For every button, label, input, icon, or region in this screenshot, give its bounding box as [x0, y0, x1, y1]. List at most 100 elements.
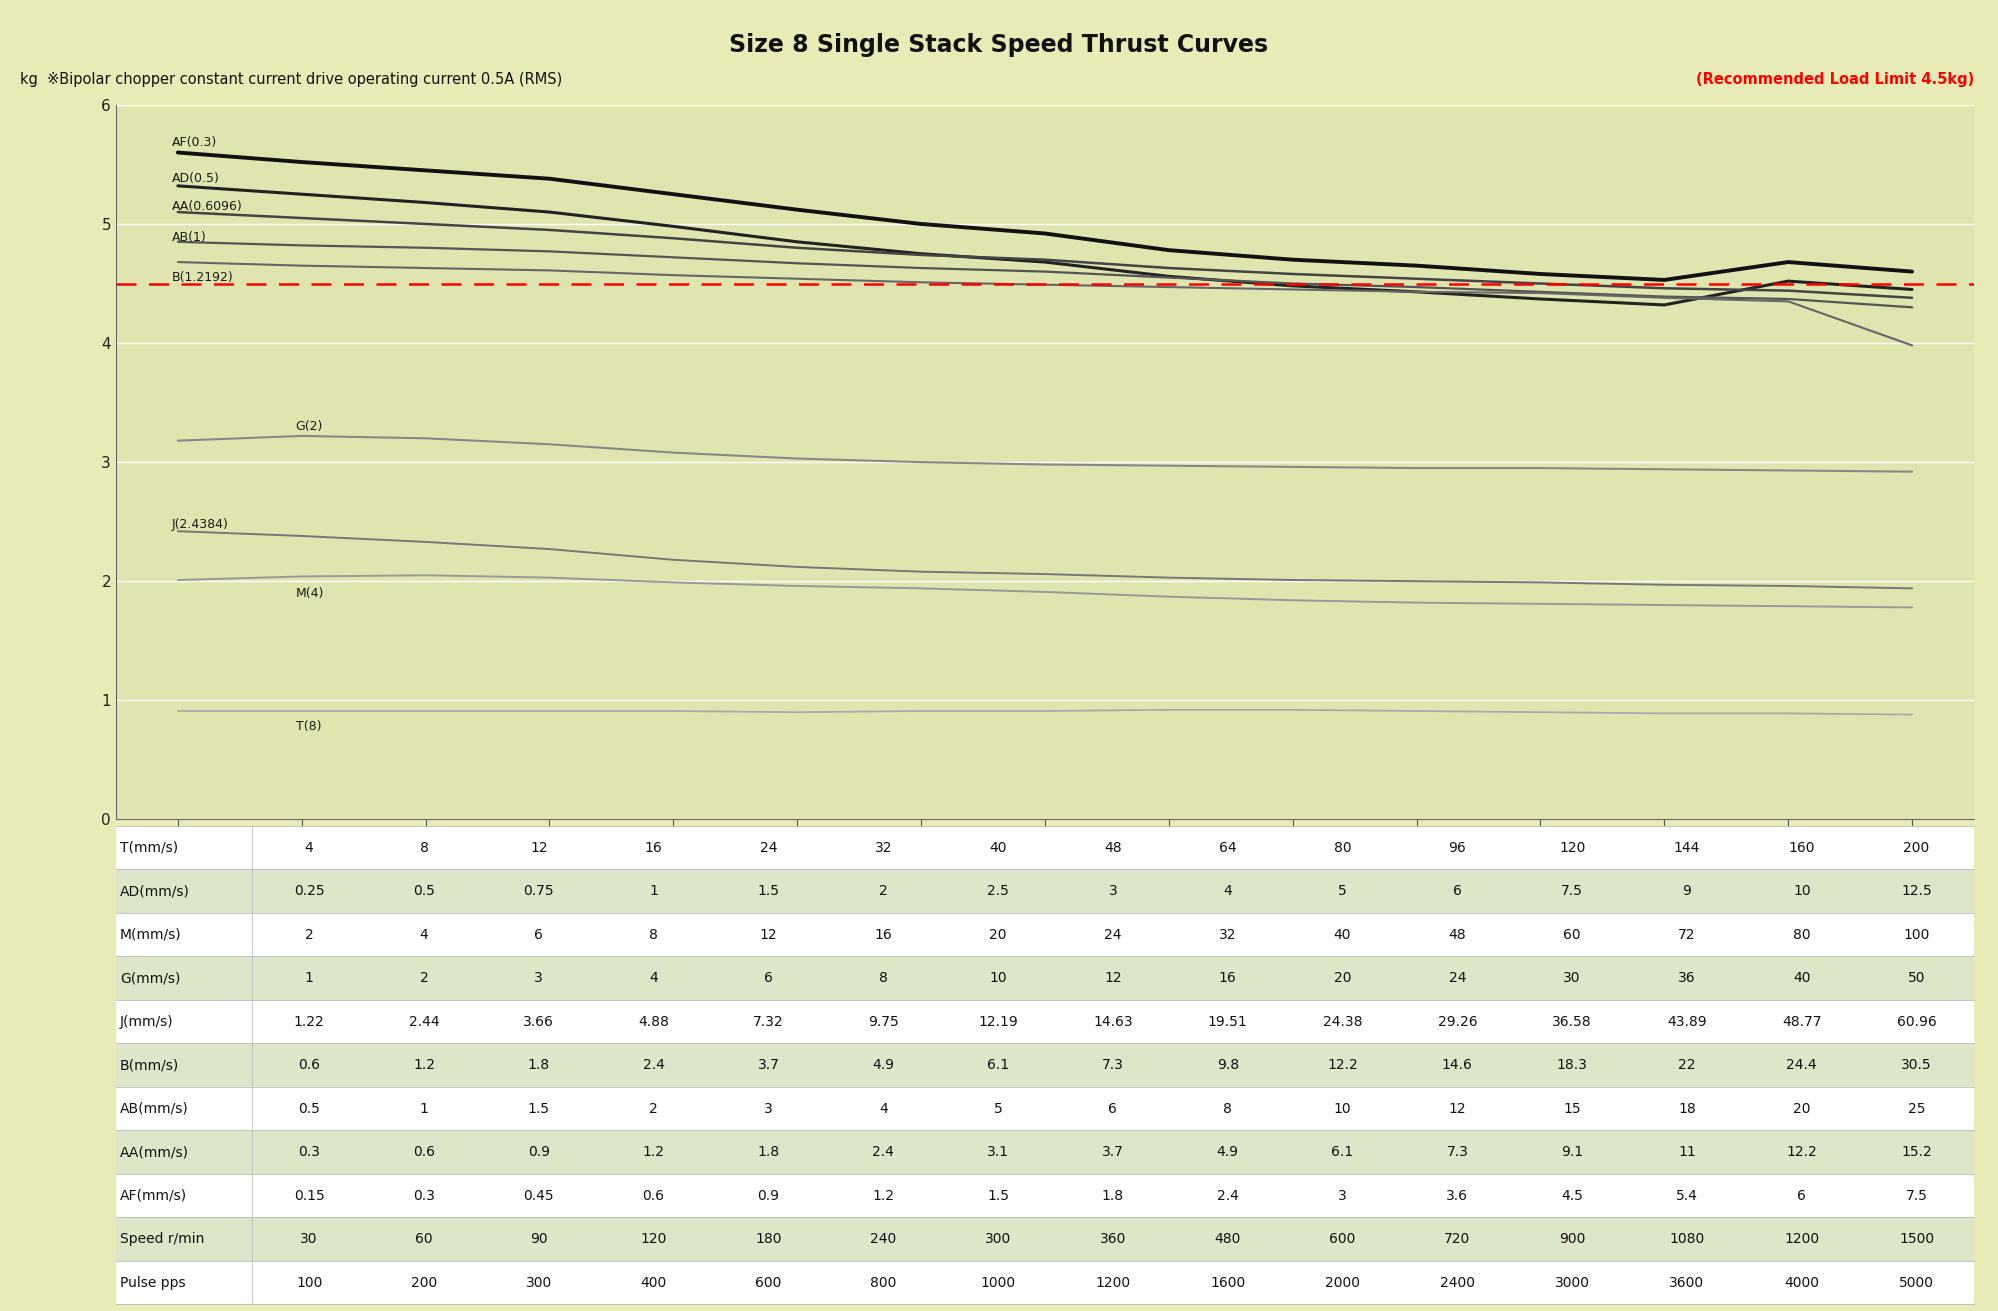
Text: 600: 600 [755, 1276, 781, 1290]
Text: 0.15: 0.15 [294, 1189, 324, 1202]
Text: AD(mm/s): AD(mm/s) [120, 884, 190, 898]
Text: 200: 200 [412, 1276, 438, 1290]
Text: 30.5: 30.5 [1902, 1058, 1932, 1072]
Text: 64: 64 [1219, 840, 1237, 855]
Text: 5: 5 [993, 1101, 1003, 1116]
Text: 24.38: 24.38 [1323, 1015, 1363, 1029]
Text: 24.4: 24.4 [1786, 1058, 1816, 1072]
Text: 18: 18 [1678, 1101, 1696, 1116]
Text: 1.2: 1.2 [643, 1146, 665, 1159]
Text: Speed r/min: Speed r/min [120, 1232, 204, 1247]
Text: 9.75: 9.75 [867, 1015, 899, 1029]
Text: kg  ※Bipolar chopper constant current drive operating current 0.5A (RMS): kg ※Bipolar chopper constant current dri… [20, 72, 561, 87]
Text: 2: 2 [306, 928, 314, 941]
Text: 8: 8 [420, 840, 428, 855]
Text: 9.8: 9.8 [1217, 1058, 1239, 1072]
Text: 720: 720 [1445, 1232, 1471, 1247]
Text: G(mm/s): G(mm/s) [120, 971, 180, 985]
Text: 6.1: 6.1 [987, 1058, 1009, 1072]
Text: 600: 600 [1329, 1232, 1357, 1247]
Text: Pulse pps: Pulse pps [120, 1276, 186, 1290]
Text: 6: 6 [533, 928, 543, 941]
Text: 24: 24 [759, 840, 777, 855]
Text: J(2.4384): J(2.4384) [172, 518, 228, 531]
Text: 16: 16 [1219, 971, 1237, 985]
Text: 7.3: 7.3 [1447, 1146, 1469, 1159]
Text: 1600: 1600 [1211, 1276, 1245, 1290]
Text: 3: 3 [1339, 1189, 1347, 1202]
Text: 16: 16 [645, 840, 663, 855]
Text: 2.5: 2.5 [987, 884, 1009, 898]
Text: 40: 40 [1792, 971, 1810, 985]
Text: 48: 48 [1105, 840, 1121, 855]
Text: 2: 2 [420, 971, 428, 985]
Text: T(8): T(8) [296, 720, 322, 733]
Text: B(mm/s): B(mm/s) [120, 1058, 180, 1072]
Text: AA(0.6096): AA(0.6096) [172, 199, 242, 212]
Text: 32: 32 [1219, 928, 1237, 941]
Text: 80: 80 [1792, 928, 1810, 941]
Text: 40: 40 [1335, 928, 1351, 941]
Text: AA(mm/s): AA(mm/s) [120, 1146, 190, 1159]
Text: 1200: 1200 [1784, 1232, 1820, 1247]
Text: 3.1: 3.1 [987, 1146, 1009, 1159]
Text: 60: 60 [1562, 928, 1580, 941]
Text: 14.6: 14.6 [1443, 1058, 1473, 1072]
Text: 1.8: 1.8 [757, 1146, 779, 1159]
Text: 10: 10 [1335, 1101, 1351, 1116]
Text: 8: 8 [879, 971, 887, 985]
Text: 4: 4 [879, 1101, 887, 1116]
Text: 300: 300 [985, 1232, 1011, 1247]
Text: 3: 3 [1109, 884, 1117, 898]
Text: 100: 100 [1904, 928, 1930, 941]
Text: 0.6: 0.6 [414, 1146, 436, 1159]
Text: 90: 90 [529, 1232, 547, 1247]
Text: 1.5: 1.5 [527, 1101, 549, 1116]
Text: 1000: 1000 [981, 1276, 1015, 1290]
Text: B(1.2192): B(1.2192) [172, 271, 234, 284]
Text: 0.3: 0.3 [414, 1189, 436, 1202]
Text: 3.7: 3.7 [757, 1058, 779, 1072]
Text: 3600: 3600 [1670, 1276, 1704, 1290]
Text: 24: 24 [1449, 971, 1467, 985]
Text: 10: 10 [989, 971, 1007, 985]
Text: 14.63: 14.63 [1093, 1015, 1133, 1029]
Text: 360: 360 [1099, 1232, 1127, 1247]
Text: 80: 80 [1335, 840, 1351, 855]
Text: 4.9: 4.9 [873, 1058, 895, 1072]
Text: 72: 72 [1678, 928, 1696, 941]
Text: 0.9: 0.9 [757, 1189, 779, 1202]
Text: Size 8 Single Stack Speed Thrust Curves: Size 8 Single Stack Speed Thrust Curves [729, 33, 1269, 56]
Text: M(4): M(4) [296, 586, 324, 599]
Text: 2: 2 [879, 884, 887, 898]
Text: 60: 60 [416, 1232, 434, 1247]
Text: 0.25: 0.25 [294, 884, 324, 898]
Text: 9: 9 [1682, 884, 1692, 898]
Text: 12: 12 [1105, 971, 1121, 985]
Text: 3.7: 3.7 [1103, 1146, 1123, 1159]
Text: 30: 30 [300, 1232, 318, 1247]
Text: 30: 30 [1562, 971, 1580, 985]
Text: 48.77: 48.77 [1782, 1015, 1822, 1029]
Text: 1.22: 1.22 [294, 1015, 324, 1029]
Text: 1: 1 [649, 884, 657, 898]
Text: 900: 900 [1558, 1232, 1584, 1247]
Text: 0.6: 0.6 [298, 1058, 320, 1072]
Text: 4: 4 [1223, 884, 1233, 898]
Text: 7.5: 7.5 [1906, 1189, 1928, 1202]
Text: 32: 32 [875, 840, 891, 855]
Text: 4.88: 4.88 [637, 1015, 669, 1029]
Text: 3000: 3000 [1554, 1276, 1590, 1290]
Text: 3: 3 [763, 1101, 773, 1116]
Text: 12: 12 [759, 928, 777, 941]
Text: 0.3: 0.3 [298, 1146, 320, 1159]
Text: 2: 2 [649, 1101, 657, 1116]
Text: 2400: 2400 [1441, 1276, 1475, 1290]
Text: 10: 10 [1792, 884, 1810, 898]
Text: 8: 8 [649, 928, 657, 941]
Text: 1.2: 1.2 [414, 1058, 436, 1072]
Text: 18.3: 18.3 [1556, 1058, 1588, 1072]
Text: 300: 300 [525, 1276, 551, 1290]
Text: 9.1: 9.1 [1560, 1146, 1582, 1159]
Text: AF(mm/s): AF(mm/s) [120, 1189, 188, 1202]
